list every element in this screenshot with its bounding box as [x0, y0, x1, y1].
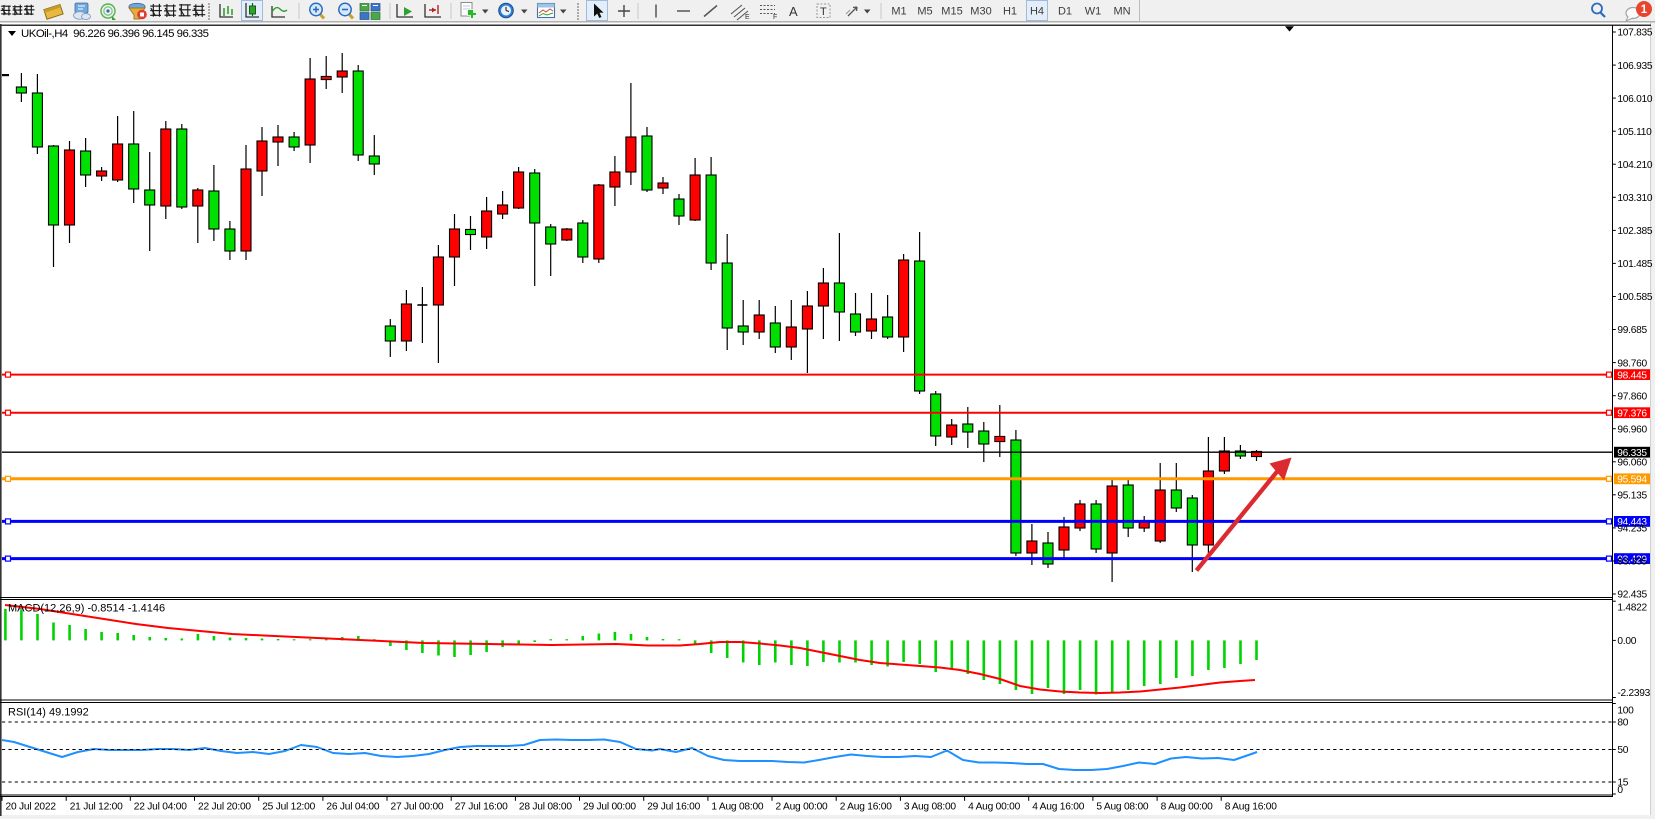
svg-text:29 Jul 00:00: 29 Jul 00:00 — [583, 801, 636, 812]
svg-text:H1: H1 — [1003, 6, 1017, 18]
svg-text:106.935: 106.935 — [1617, 61, 1652, 72]
svg-text:1.4822: 1.4822 — [1617, 602, 1647, 613]
svg-text:92.435: 92.435 — [1617, 590, 1647, 601]
svg-text:MN: MN — [1113, 6, 1130, 18]
svg-text:93.335: 93.335 — [1617, 557, 1647, 568]
svg-text:28 Jul 08:00: 28 Jul 08:00 — [519, 801, 572, 812]
svg-text:21 Jul 12:00: 21 Jul 12:00 — [70, 801, 123, 812]
svg-text:104.210: 104.210 — [1617, 160, 1652, 171]
svg-text:W1: W1 — [1085, 6, 1102, 18]
svg-text:50: 50 — [1617, 745, 1628, 756]
svg-text:1: 1 — [1641, 4, 1648, 16]
svg-text:M5: M5 — [917, 6, 932, 18]
svg-text:M1: M1 — [891, 6, 906, 18]
svg-text:105.110: 105.110 — [1617, 127, 1652, 138]
svg-text:M30: M30 — [970, 6, 991, 18]
svg-text:96.335: 96.335 — [1617, 448, 1647, 459]
svg-text:5 Aug 08:00: 5 Aug 08:00 — [1096, 801, 1149, 812]
svg-text:MACD(12,26,9) -0.8514 -1.4146: MACD(12,26,9) -0.8514 -1.4146 — [8, 603, 165, 615]
svg-text:97.860: 97.860 — [1617, 391, 1647, 402]
svg-text:8 Aug 16:00: 8 Aug 16:00 — [1225, 801, 1278, 812]
svg-text:3 Aug 08:00: 3 Aug 08:00 — [904, 801, 957, 812]
svg-text:1 Aug 08:00: 1 Aug 08:00 — [711, 801, 764, 812]
svg-text:106.010: 106.010 — [1617, 94, 1652, 105]
svg-text:98.445: 98.445 — [1617, 370, 1647, 381]
svg-text:94.235: 94.235 — [1617, 524, 1647, 535]
svg-text:107.835: 107.835 — [1617, 28, 1652, 39]
svg-text:22 Jul 20:00: 22 Jul 20:00 — [198, 801, 251, 812]
svg-text:80: 80 — [1617, 718, 1628, 729]
svg-text:H4: H4 — [1030, 6, 1044, 18]
svg-text:25 Jul 12:00: 25 Jul 12:00 — [262, 801, 315, 812]
svg-text:96.060: 96.060 — [1617, 458, 1647, 469]
svg-text:-2.2393: -2.2393 — [1617, 688, 1650, 699]
svg-text:102.385: 102.385 — [1617, 226, 1652, 237]
svg-text:15: 15 — [1617, 778, 1628, 789]
svg-text:22 Jul 04:00: 22 Jul 04:00 — [134, 801, 187, 812]
svg-text:97.376: 97.376 — [1617, 409, 1647, 420]
svg-text:101.485: 101.485 — [1617, 259, 1652, 270]
svg-text:95.594: 95.594 — [1617, 475, 1647, 486]
svg-text:100.585: 100.585 — [1617, 292, 1652, 303]
svg-text:2 Aug 00:00: 2 Aug 00:00 — [776, 801, 829, 812]
svg-text:RSI(14) 49.1992: RSI(14) 49.1992 — [8, 707, 89, 719]
svg-text:27 Jul 00:00: 27 Jul 00:00 — [391, 801, 444, 812]
svg-text:0.00: 0.00 — [1617, 636, 1636, 647]
svg-text:103.310: 103.310 — [1617, 193, 1652, 204]
svg-text:2 Aug 16:00: 2 Aug 16:00 — [840, 801, 893, 812]
svg-text:4 Aug 16:00: 4 Aug 16:00 — [1032, 801, 1085, 812]
svg-text:8 Aug 00:00: 8 Aug 00:00 — [1161, 801, 1214, 812]
svg-text:94.443: 94.443 — [1617, 517, 1647, 528]
svg-text:98.760: 98.760 — [1617, 358, 1647, 369]
svg-text:99.685: 99.685 — [1617, 325, 1647, 336]
svg-text:95.135: 95.135 — [1617, 491, 1647, 502]
svg-text:F: F — [773, 14, 777, 21]
svg-text:0: 0 — [1617, 785, 1623, 796]
svg-text:M15: M15 — [941, 6, 962, 18]
svg-text:27 Jul 16:00: 27 Jul 16:00 — [455, 801, 508, 812]
svg-text:D1: D1 — [1058, 6, 1072, 18]
svg-text:20 Jul 2022: 20 Jul 2022 — [6, 801, 57, 812]
svg-text:29 Jul 16:00: 29 Jul 16:00 — [647, 801, 700, 812]
svg-text:A: A — [789, 4, 798, 19]
svg-text:100: 100 — [1617, 706, 1634, 717]
svg-text:4 Aug 00:00: 4 Aug 00:00 — [968, 801, 1021, 812]
svg-text:93.429: 93.429 — [1617, 554, 1647, 565]
svg-text:26 Jul 04:00: 26 Jul 04:00 — [326, 801, 379, 812]
svg-text:E: E — [745, 14, 750, 21]
svg-text:T: T — [820, 6, 827, 18]
svg-text:UKOil-,H4 96.226 96.396 96.14: UKOil-,H4 96.226 96.396 96.145 96.335 — [21, 28, 209, 40]
svg-text:96.960: 96.960 — [1617, 424, 1647, 435]
